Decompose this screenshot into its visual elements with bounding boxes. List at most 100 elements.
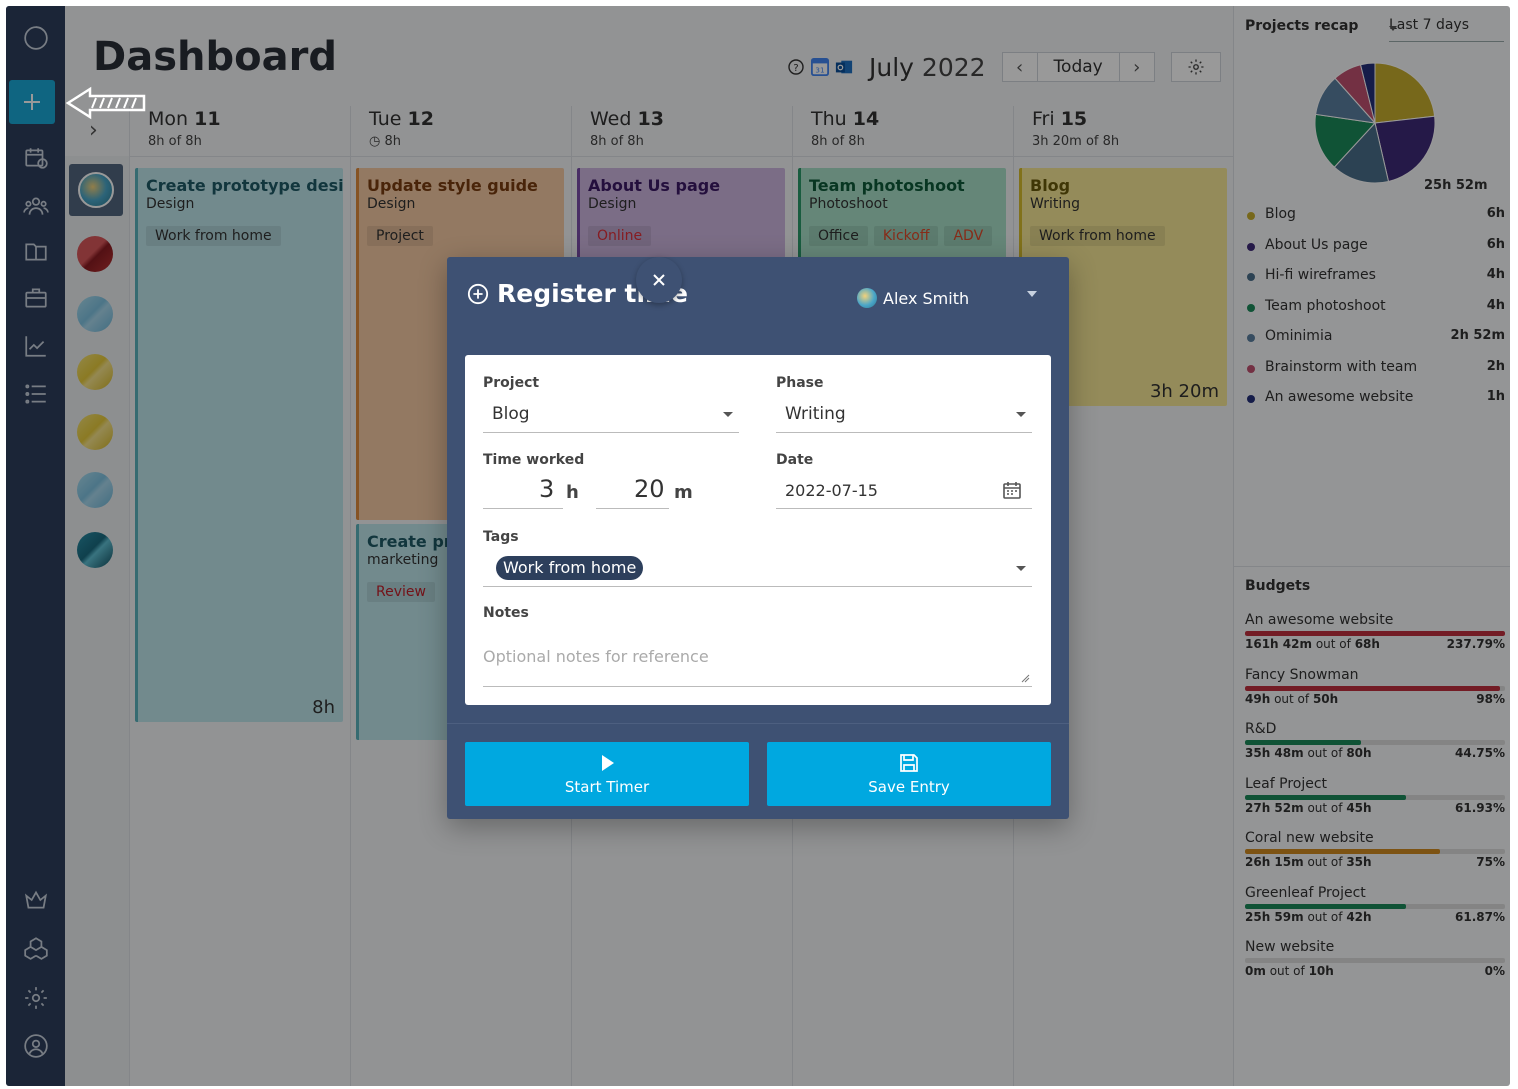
budget-item[interactable]: Leaf Project 27h 52m out of 45h 61.93% <box>1245 776 1505 826</box>
avatar[interactable] <box>77 296 113 332</box>
avatar <box>78 172 114 208</box>
field-underline <box>483 686 1032 687</box>
book-icon[interactable] <box>6 232 65 272</box>
hours-input[interactable]: 3 <box>483 471 563 509</box>
budget-item[interactable]: Greenleaf Project 25h 59m out of 42h 61.… <box>1245 885 1505 935</box>
date-input[interactable]: 2022-07-15 <box>776 471 1032 509</box>
cubes-icon[interactable] <box>6 928 65 968</box>
outlook-icon[interactable] <box>835 58 853 76</box>
day-hours: 8h of 8h <box>590 134 644 149</box>
tag-chip[interactable]: Work from home <box>496 556 644 580</box>
calendar-settings-button[interactable] <box>1170 52 1221 82</box>
register-time-form: Project Blog Phase Writing Time worked 3… <box>465 355 1051 705</box>
day-header: Tue 12 <box>369 108 434 130</box>
prev-week-button[interactable]: ‹ <box>1015 56 1024 78</box>
tags-select[interactable]: Work from home <box>483 549 1032 587</box>
budget-item[interactable]: An awesome website 161h 42m out of 68h 2… <box>1245 612 1505 662</box>
project-label: Project <box>483 375 540 391</box>
budget-progress-fill <box>1245 740 1362 745</box>
google-calendar-icon[interactable]: 31 <box>811 58 829 76</box>
recap-range-select[interactable]: Last 7 days <box>1389 16 1504 42</box>
budget-progress-fill <box>1245 631 1505 636</box>
legend-name: Brainstorm with team <box>1265 358 1418 375</box>
logo-icon[interactable] <box>6 18 65 58</box>
avatar[interactable] <box>77 354 113 390</box>
crown-icon[interactable] <box>6 880 65 920</box>
gear-icon <box>1188 59 1204 75</box>
recap-title: Projects recap <box>1245 18 1359 34</box>
calendar-clock-icon[interactable] <box>6 138 65 178</box>
budget-progress-fill <box>1245 794 1407 800</box>
budget-item[interactable]: Fancy Snowman 49h out of 50h 98% <box>1245 667 1505 717</box>
time-entry-card[interactable]: Create prototype design Design Work from… <box>135 168 343 722</box>
team-icon[interactable] <box>6 186 65 226</box>
legend-item: Brainstorm with team 2h <box>1245 359 1505 379</box>
project-select[interactable]: Blog <box>483 395 739 433</box>
budget-name: New website <box>1245 939 1335 955</box>
budget-item[interactable]: Coral new website 26h 15m out of 35h 75% <box>1245 830 1505 880</box>
project-value: Blog <box>492 404 530 424</box>
tag: Work from home <box>146 226 281 246</box>
avatar[interactable] <box>77 414 113 450</box>
save-entry-button[interactable]: Save Entry <box>767 742 1051 806</box>
budget-name: R&D <box>1245 721 1277 737</box>
expand-chevron-icon[interactable]: › <box>89 118 98 143</box>
next-week-button[interactable]: › <box>1133 56 1141 78</box>
field-underline <box>776 508 1032 509</box>
legend-value: 4h <box>1486 267 1505 282</box>
day-header: Fri 15 <box>1032 108 1087 130</box>
pointer-arrow-icon <box>66 86 146 120</box>
day-number: 15 <box>1060 108 1088 130</box>
time-entry-card[interactable]: Team photoshoot Photoshoot Office Kickof… <box>798 168 1006 268</box>
budget-item[interactable]: R&D 35h 48m out of 80h 44.75% <box>1245 721 1505 771</box>
divider <box>447 723 1069 724</box>
chart-icon[interactable] <box>6 326 65 366</box>
card-hours: 3h 20m <box>1149 381 1219 402</box>
briefcase-icon[interactable] <box>6 278 65 318</box>
add-circle-icon <box>467 283 489 304</box>
card-phase: marketing <box>367 552 439 568</box>
pie-slice <box>1374 115 1436 183</box>
time-entry-card[interactable]: About Us page Design Online <box>577 168 785 268</box>
card-hours: 8h <box>312 697 335 718</box>
close-modal-button[interactable] <box>636 257 682 303</box>
avatar[interactable] <box>77 236 113 272</box>
pie-slice <box>1314 113 1377 168</box>
budget-progress-fill <box>1245 903 1406 909</box>
minutes-input[interactable]: 20 <box>596 471 669 509</box>
settings-icon[interactable] <box>6 978 65 1018</box>
list-icon[interactable] <box>6 374 65 414</box>
budget-item[interactable]: New website 0m out of 10h 0% <box>1245 939 1505 989</box>
budget-used: 35h 48m out of 80h <box>1245 746 1372 760</box>
profile-icon[interactable] <box>6 1026 65 1066</box>
legend-value: 2h <box>1486 358 1505 374</box>
budget-progress-bar <box>1245 849 1505 854</box>
resize-handle-icon[interactable] <box>1021 674 1030 683</box>
legend-dot <box>1247 242 1255 251</box>
budget-used: 0m out of 10h <box>1245 964 1334 978</box>
avatar[interactable] <box>77 532 113 568</box>
today-button[interactable]: Today <box>1036 53 1120 81</box>
budget-name: Fancy Snowman <box>1245 666 1359 683</box>
selected-person[interactable] <box>69 164 123 216</box>
legend-value: 2h 52m <box>1450 328 1505 343</box>
budgets-title: Budgets <box>1245 578 1311 594</box>
budget-percent: 0% <box>1484 964 1505 978</box>
legend-dot <box>1247 395 1255 403</box>
divider <box>793 156 1014 157</box>
avatar[interactable] <box>77 472 113 508</box>
help-icon[interactable]: ? <box>787 58 805 76</box>
budget-used: 161h 42m out of 68h <box>1245 637 1380 651</box>
avatar <box>857 288 877 308</box>
legend-name: Team photoshoot <box>1265 297 1386 314</box>
close-icon <box>653 274 665 286</box>
start-timer-button[interactable]: Start Timer <box>465 742 749 806</box>
calendar-icon[interactable] <box>1002 480 1022 500</box>
day-header: Mon 11 <box>148 108 221 130</box>
tag: ADV <box>944 226 993 246</box>
add-entry-button[interactable] <box>9 80 55 124</box>
budget-progress-bar <box>1245 958 1505 963</box>
user-select[interactable]: Alex Smith <box>857 285 1047 311</box>
notes-textarea[interactable]: Optional notes for reference <box>483 635 1032 687</box>
phase-select[interactable]: Writing <box>776 395 1032 433</box>
